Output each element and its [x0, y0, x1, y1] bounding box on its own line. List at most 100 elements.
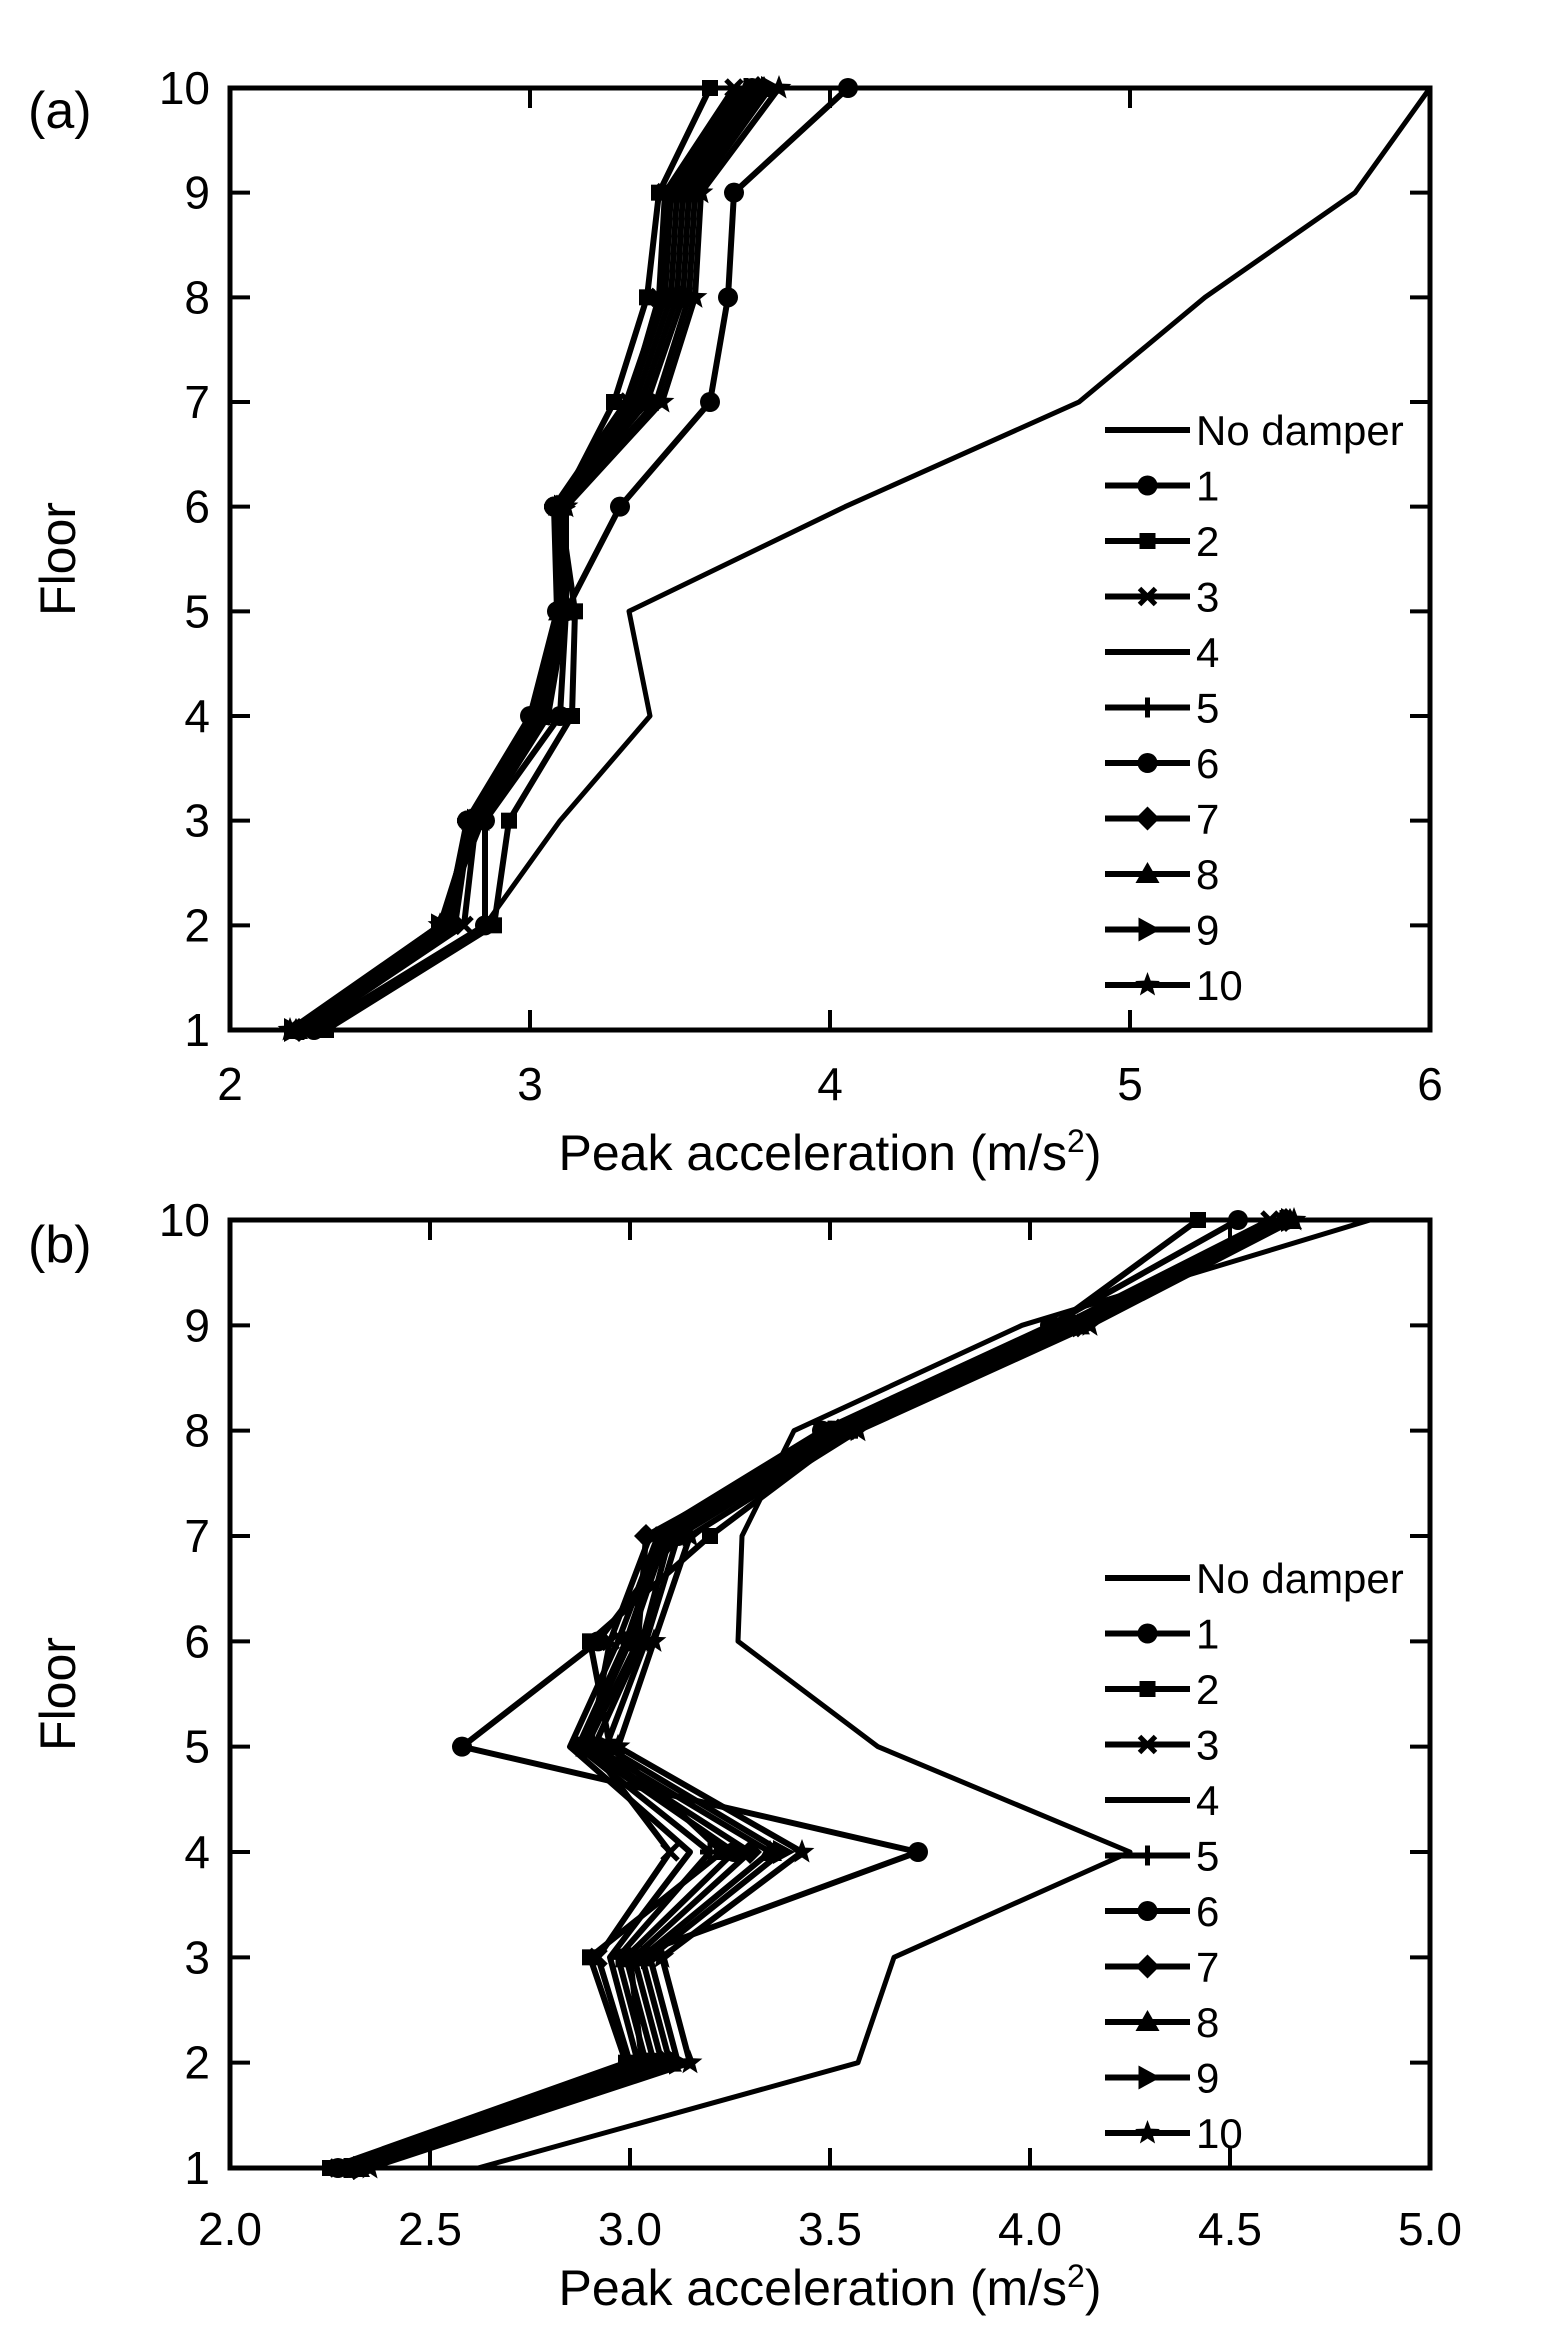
series-8 — [346, 1208, 1302, 2177]
y-tick-label: 6 — [184, 481, 210, 533]
data-point — [845, 1417, 871, 1442]
data-point — [486, 917, 502, 934]
legend-label: No damper — [1196, 407, 1404, 454]
legend-marker — [1137, 1845, 1158, 1866]
legend-marker — [1135, 806, 1160, 831]
y-tick-label: 3 — [184, 1931, 210, 1983]
data-point — [649, 1944, 675, 1968]
series-line — [288, 86, 782, 1033]
x-axis-label-superscript: 2 — [1067, 1123, 1085, 1159]
data-point — [773, 1840, 795, 1864]
y-axis-label: Floor — [30, 502, 86, 616]
data-point — [553, 493, 579, 518]
y-axis-label: Floor — [30, 1637, 86, 1751]
x-axis-label: Peak acceleration (m/s2) — [559, 2258, 1102, 2316]
series-line — [328, 1217, 1200, 2171]
legend-marker — [1139, 533, 1156, 549]
legend-label: 8 — [1196, 1999, 1219, 2046]
data-point — [1077, 1312, 1103, 1336]
plot-frame — [227, 85, 1433, 1033]
y-tick-label: 9 — [184, 167, 210, 219]
data-point — [724, 182, 744, 203]
data-point — [649, 389, 675, 413]
x-tick-label: 2.0 — [198, 2203, 262, 2255]
data-point — [641, 1945, 663, 1970]
data-point — [452, 1736, 472, 1757]
series-2 — [318, 80, 718, 1038]
legend-marker — [1135, 862, 1160, 883]
series-line — [477, 1217, 1371, 2171]
series-line — [324, 86, 713, 1033]
x-axis-label-end: ) — [1085, 1125, 1102, 1181]
data-point — [277, 1017, 303, 1041]
series-9 — [353, 1208, 1303, 2180]
data-point — [606, 394, 622, 410]
legend-label: 9 — [1196, 2055, 1219, 2102]
x-tick-label: 2 — [217, 1058, 243, 1110]
x-axis-label: Peak acceleration (m/s2) — [559, 1123, 1102, 1181]
data-point — [1190, 1212, 1206, 1228]
data-point — [588, 1947, 608, 1968]
data-point — [838, 78, 858, 98]
series-2 — [322, 1212, 1206, 2176]
data-point — [535, 703, 561, 727]
x-tick-label: 2.5 — [398, 2203, 462, 2255]
data-point — [564, 708, 580, 724]
y-tick-label: 8 — [184, 1405, 210, 1457]
x-axis-label-superscript: 2 — [1067, 2258, 1085, 2294]
data-point — [688, 179, 714, 204]
series-line — [337, 1217, 1240, 2171]
legend-label: 7 — [1196, 1944, 1219, 1991]
y-tick-label: 8 — [184, 271, 210, 323]
x-tick-label: 6 — [1417, 1058, 1443, 1110]
x-tick-label: 3 — [517, 1058, 543, 1110]
legend-label: 4 — [1196, 629, 1219, 676]
y-tick-label: 4 — [184, 690, 210, 742]
legend-marker — [1137, 753, 1158, 773]
y-tick-label: 4 — [184, 1826, 210, 1878]
data-point — [702, 80, 718, 96]
panel-b: 1 2 3 4 5 6 7 8 9 10 2.0 2.5 3.0 3.5 4.0 4.5 5.0 (b) Floor… — [28, 1194, 1462, 2316]
data-point — [908, 1842, 928, 1862]
x-tick-label: 4 — [817, 1058, 843, 1110]
x-tick-label: 3.5 — [798, 2203, 862, 2255]
series-10 — [357, 1207, 1307, 2179]
data-point — [318, 1022, 334, 1038]
x-tick-label: 4.0 — [998, 2203, 1062, 2255]
data-point — [357, 2155, 383, 2179]
data-point — [641, 1628, 667, 1652]
plot-frame — [227, 1217, 1433, 2171]
y-tick-label: 2 — [184, 899, 210, 951]
y-tick-label: 7 — [184, 1510, 210, 1562]
data-point — [634, 1524, 658, 1548]
data-point — [702, 1528, 718, 1544]
data-point — [677, 2049, 703, 2074]
legend-label: 10 — [1196, 2110, 1243, 2157]
data-point — [605, 1733, 631, 1758]
data-point — [501, 812, 517, 829]
legend-label: 3 — [1196, 574, 1219, 621]
data-point — [718, 287, 738, 308]
legend-label: 6 — [1196, 1888, 1219, 1935]
x-axis-label-main: Peak acceleration (m/s — [559, 1125, 1068, 1181]
panel-label: (a) — [28, 82, 92, 140]
y-tick-label: 2 — [184, 2037, 210, 2089]
data-point — [700, 1842, 720, 1862]
data-point — [427, 912, 453, 936]
legend-marker — [1137, 697, 1158, 718]
legend-marker — [1138, 917, 1161, 942]
legend-label: 8 — [1196, 851, 1219, 898]
y-tick-label: 6 — [184, 1615, 210, 1667]
y-tick-label: 10 — [159, 1194, 210, 1246]
legend-label: 2 — [1196, 1666, 1219, 1713]
y-tick-label: 1 — [184, 1004, 210, 1056]
series-line — [361, 1217, 1292, 2171]
data-point — [682, 284, 708, 308]
series-no-damper — [477, 1217, 1371, 2171]
data-point — [610, 496, 630, 517]
legend-label: 4 — [1196, 1777, 1219, 1824]
data-point — [766, 75, 792, 99]
legend-label: 2 — [1196, 518, 1219, 565]
data-point — [553, 598, 579, 622]
